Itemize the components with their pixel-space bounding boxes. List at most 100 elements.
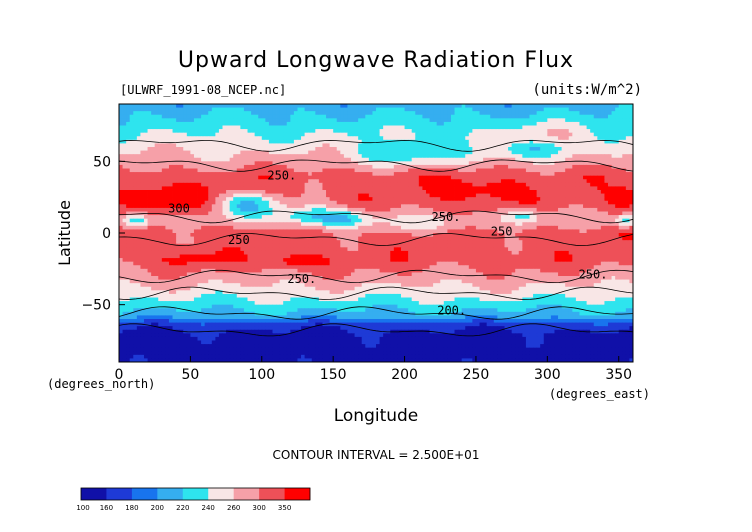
heatmap-cell	[265, 179, 270, 184]
heatmap-cell	[283, 175, 288, 180]
heatmap-cell	[493, 168, 498, 173]
heatmap-cell	[236, 200, 241, 205]
heatmap-cell	[176, 136, 181, 141]
heatmap-cell	[522, 161, 527, 166]
heatmap-cell	[161, 200, 166, 205]
heatmap-cell	[475, 129, 480, 134]
heatmap-cell	[247, 175, 252, 180]
heatmap-cell	[268, 218, 273, 223]
heatmap-cell	[590, 107, 595, 112]
heatmap-cell	[379, 143, 384, 148]
heatmap-cell	[400, 193, 405, 198]
heatmap-cell	[458, 125, 463, 130]
heatmap-cell	[333, 132, 338, 137]
heatmap-cell	[308, 200, 313, 205]
heatmap-cell	[254, 139, 259, 144]
heatmap-cell	[561, 104, 566, 108]
heatmap-cell	[572, 179, 577, 184]
heatmap-cell	[240, 129, 245, 134]
heatmap-cell	[368, 207, 373, 212]
heatmap-cell	[361, 129, 366, 134]
heatmap-cell	[286, 118, 291, 123]
heatmap-cell	[376, 114, 380, 119]
heatmap-cell	[597, 222, 602, 227]
heatmap-cell	[511, 136, 516, 141]
heatmap-cell	[201, 111, 206, 116]
heatmap-cell	[379, 200, 384, 205]
heatmap-cell	[304, 132, 309, 137]
heatmap-cell	[543, 147, 548, 151]
heatmap-cell	[301, 121, 306, 126]
heatmap-cell	[233, 114, 238, 119]
heatmap-cell	[504, 150, 509, 155]
heatmap-cell	[165, 175, 170, 180]
heatmap-cell	[272, 104, 277, 108]
heatmap-cell	[611, 147, 616, 151]
heatmap-cell	[315, 157, 320, 162]
heatmap-cell	[326, 104, 330, 108]
heatmap-cell	[525, 154, 530, 159]
heatmap-cell	[454, 222, 459, 227]
heatmap-cell	[183, 164, 188, 169]
heatmap-cell	[615, 218, 620, 223]
heatmap-cell	[279, 200, 284, 205]
heatmap-cell	[411, 168, 416, 173]
heatmap-cell	[276, 111, 281, 116]
heatmap-cell	[333, 193, 338, 198]
heatmap-cell	[340, 121, 345, 126]
heatmap-cell	[586, 132, 591, 137]
heatmap-cell	[311, 111, 316, 116]
heatmap-cell	[301, 172, 306, 177]
heatmap-cell	[201, 222, 206, 227]
heatmap-cell	[608, 114, 612, 119]
heatmap-cell	[525, 129, 530, 134]
heatmap-cell	[179, 190, 184, 194]
heatmap-cell	[615, 197, 620, 202]
heatmap-cell	[515, 168, 520, 173]
heatmap-cell	[343, 107, 348, 112]
heatmap-cell	[500, 179, 505, 184]
heatmap-cell	[183, 182, 188, 187]
heatmap-cell	[622, 139, 627, 144]
heatmap-cell	[529, 132, 534, 137]
heatmap-cell	[554, 190, 559, 194]
heatmap-cell	[215, 111, 220, 116]
heatmap-cell	[461, 175, 466, 180]
heatmap-cell	[554, 175, 559, 180]
heatmap-cell	[604, 121, 609, 126]
heatmap-cell	[261, 147, 266, 151]
heatmap-cell	[354, 168, 359, 173]
heatmap-cell	[400, 197, 405, 202]
heatmap-cell	[193, 215, 198, 220]
heatmap-cell	[425, 129, 430, 134]
heatmap-cell	[247, 157, 252, 162]
heatmap-cell	[358, 200, 363, 205]
heatmap-cell	[304, 207, 309, 212]
heatmap-cell	[272, 118, 277, 123]
heatmap-cell	[268, 190, 273, 194]
heatmap-cell	[586, 215, 591, 220]
heatmap-cell	[268, 114, 273, 119]
heatmap-cell	[568, 215, 573, 220]
heatmap-cell	[311, 154, 316, 159]
heatmap-cell	[247, 154, 252, 159]
heatmap-cell	[408, 143, 413, 148]
heatmap-cell	[483, 182, 488, 187]
heatmap-cell	[515, 172, 520, 177]
heatmap-cell	[122, 161, 127, 166]
heatmap-cell	[393, 225, 398, 230]
heatmap-cell	[558, 197, 563, 202]
heatmap-cell	[625, 179, 630, 184]
heatmap-cell	[251, 193, 256, 198]
heatmap-cell	[597, 118, 602, 123]
heatmap-cell	[597, 179, 602, 184]
heatmap-cell	[486, 197, 491, 202]
heatmap-cell	[268, 157, 273, 162]
heatmap-cell	[261, 204, 266, 209]
heatmap-cell	[158, 200, 163, 205]
heatmap-cell	[158, 132, 163, 137]
heatmap-cell	[497, 154, 502, 159]
heatmap-cell	[600, 164, 605, 169]
heatmap-cell	[226, 139, 231, 144]
heatmap-cell	[168, 157, 173, 162]
